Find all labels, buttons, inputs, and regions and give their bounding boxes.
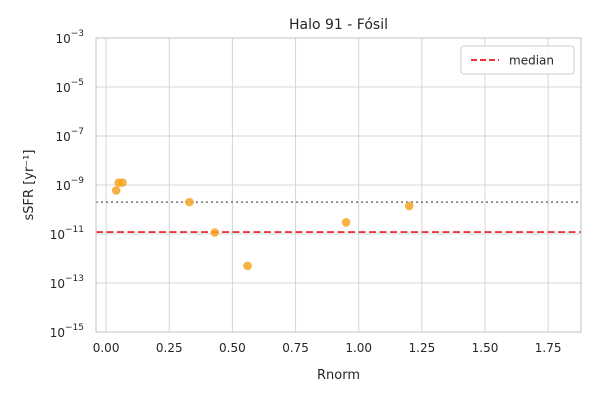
x-tick-label: 0.50 — [219, 341, 246, 355]
y-tick-exponent: −11 — [65, 225, 84, 235]
y-tick-label: 10−11 — [50, 225, 84, 242]
data-point — [210, 228, 220, 237]
y-tick-base: 10 — [55, 81, 70, 95]
data-point — [111, 186, 121, 195]
y-tick-exponent: −9 — [71, 176, 85, 186]
y-tick-exponent: −15 — [65, 323, 84, 333]
x-tick-label: 0.25 — [156, 341, 183, 355]
x-axis-title: Rnorm — [317, 368, 360, 383]
data-point — [185, 197, 194, 207]
chart-title: Halo 91 - Fósil — [289, 17, 388, 33]
plot-frame — [95, 37, 582, 333]
data-point — [341, 218, 351, 227]
y-tick-base: 10 — [50, 228, 65, 242]
reference-lines — [96, 201, 581, 233]
data-points — [111, 178, 414, 271]
y-tick-base: 10 — [55, 179, 70, 193]
y-tick-label: 10−3 — [55, 29, 84, 46]
x-tick-label: 1.25 — [409, 341, 436, 355]
y-tick-label: 10−13 — [50, 274, 84, 291]
y-tick-label: 10−15 — [50, 323, 84, 340]
y-axis-title: sSFR [yr⁻¹] — [22, 150, 37, 221]
y-tick-base: 10 — [55, 130, 70, 144]
x-tick-label: 1.00 — [345, 341, 372, 355]
y-tick-label: 10−7 — [55, 127, 84, 144]
y-tick-exponent: −5 — [71, 78, 84, 88]
y-tick-exponent: −7 — [71, 127, 84, 137]
legend: median — [460, 45, 575, 75]
x-tick-label: 1.50 — [472, 341, 499, 355]
y-tick-base: 10 — [50, 277, 65, 291]
data-point — [118, 178, 127, 187]
x-tick-labels: 0.00 0.25 0.50 0.75 1.00 1.25 1.50 1.75 — [93, 341, 562, 355]
y-tick-label: 10−5 — [55, 78, 84, 95]
y-tick-base: 10 — [55, 32, 70, 46]
y-tick-label: 10−9 — [55, 176, 84, 193]
y-tick-base: 10 — [50, 326, 65, 340]
legend-box — [460, 45, 575, 75]
x-tick-label: 0.00 — [93, 341, 120, 355]
x-tick-label: 0.75 — [282, 341, 309, 355]
y-tick-exponent: −13 — [65, 274, 84, 284]
x-tick-label: 1.75 — [535, 341, 562, 355]
data-point — [243, 261, 252, 271]
y-tick-exponent: −3 — [71, 29, 84, 39]
data-point — [404, 201, 414, 211]
legend-median-label: median — [509, 54, 554, 68]
